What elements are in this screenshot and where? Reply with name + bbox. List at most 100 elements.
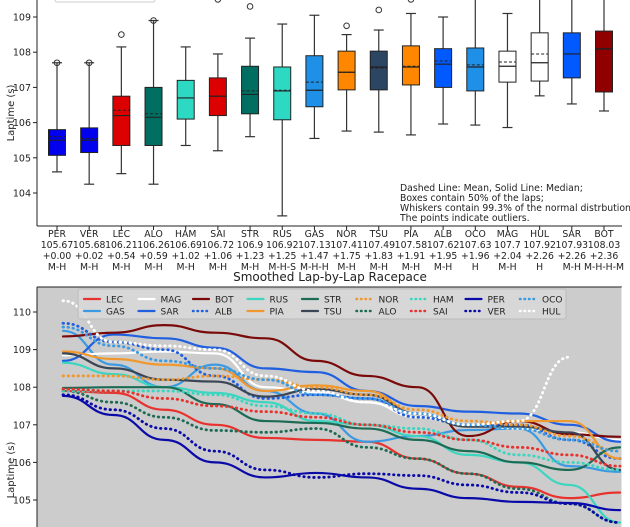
legend-label: VER [488,308,506,318]
x-tick-gap: +0.02 [75,251,104,262]
series-line-per [61,394,622,512]
y-tick-label: 109 [13,13,31,24]
x-tick-name: OCO [465,229,486,240]
x-tick-mean: 106.72 [202,240,235,251]
legend-label: ALB [215,308,232,318]
x-tick-gap: +1.06 [204,251,233,262]
boxplot-annotation: Dashed Line: Mean, Solid Line: Median; B… [399,183,630,224]
box-pia [401,0,420,136]
x-tick-gap: +1.47 [300,251,329,262]
y-tick-label: 108 [13,48,31,59]
x-tick-tyres: M-H [48,262,66,273]
box-bot [595,0,613,112]
outlier-point [407,0,415,3]
y-tick-label: 110 [13,308,31,319]
x-tick-mean: 106.69 [169,240,202,251]
x-tick-mean: 107.13 [298,240,331,251]
x-tick-gap: +1.96 [461,251,490,262]
y-tick-label: 107 [13,83,31,94]
x-tick-tyres: M-H [209,262,227,273]
legend-item-sai: SAI [409,308,448,318]
x-tick-mean: 105.68 [73,240,106,251]
racepace-line-chart: Smoothed Lap-by-Lap Racepace Laptime (s)… [6,270,623,527]
legend-item-bot: BOT [191,296,234,306]
x-tick-mean: 107.41 [330,240,363,251]
x-tick-label: SAI 106.72 +1.06 M-H [202,229,235,273]
y-tick-label: 104 [13,189,31,200]
legend-item-ham: HAM [409,296,454,306]
x-tick-name: GAS [305,229,325,240]
x-tick-name: PIA [404,229,419,240]
legend-item-gas: GAS [82,308,125,318]
outlier-point [150,17,157,24]
x-tick-name: ALB [434,229,452,240]
legend-label: PER [488,296,505,306]
x-tick-gap: +0.54 [107,251,136,262]
legend-label: RUS [270,296,289,306]
y-tick-label: 106 [13,458,31,469]
x-tick-gap: +0.00 [43,251,72,262]
box-tsu [369,6,388,133]
x-tick-gap: +1.91 [397,251,426,262]
x-tick-label: VER 105.68 +0.02 M-H [73,229,106,273]
x-tick-name: HAM [175,229,196,240]
box [466,47,485,92]
x-tick-name: MAG [497,229,518,240]
legend-item-pia: PIA [246,308,285,318]
x-tick-label: PIA 107.58 +1.91 M-H [395,229,428,273]
box-oco [466,0,485,126]
box-ham [176,46,195,147]
x-tick-tyres: H [472,262,479,273]
box [112,95,131,146]
legend-item-sar: SAR [137,308,179,318]
box-mag [498,12,517,129]
x-tick-label: NOR 107.41 +1.75 M-H [330,229,363,273]
series-line-oco [61,325,622,453]
legend-item-hul: HUL [518,308,560,318]
x-tick-name: VER [80,229,99,240]
x-tick-label: MAG 107.7 +2.04 M-H [493,229,522,273]
legend-label: HAM [433,296,454,306]
legend-item-tsu: TSU [300,308,342,318]
legend-label: LEC [106,296,123,306]
x-tick-mean: 107.62 [427,240,460,251]
x-tick-gap: +1.25 [268,251,297,262]
series-line-lec [61,389,622,500]
y-tick-label: 105 [13,496,31,507]
x-tick-tyres: M-H [563,262,581,273]
x-tick-gap: +2.26 [558,251,587,262]
box-sai [208,0,227,152]
x-tick-tyres: M-H [144,262,162,273]
box [273,66,292,121]
legend-item-per: PER [464,296,505,306]
box [401,45,420,86]
legend-item-alb: ALB [191,308,232,318]
x-tick-label: GAS 107.13 +1.47 M-H-H [298,229,331,273]
outlier-point [375,6,383,14]
x-tick-name: LEC [113,229,131,240]
x-tick-tyres: M-H-S [268,262,296,273]
x-tick-name: TSU [369,229,388,240]
box [369,50,388,91]
x-tick-mean: 107.7 [494,240,521,251]
laptime-boxplot: Laptime (s) 104 105 106 107 108 109 PER 105.67… [6,0,630,273]
legend-label: OCO [542,296,562,306]
box-rus [273,23,292,217]
box-alo [144,17,163,185]
legend-label: STR [324,296,341,306]
legend-item-alo: ALO [355,308,396,318]
x-tick-name: SAR [562,229,581,240]
box [305,55,324,108]
x-tick-label: ALO 106.26 +0.59 M-H [137,229,170,273]
series-line-sai [61,387,622,468]
x-tick-label: LEC 106.21 +0.54 M-H [105,229,138,273]
x-tick-name: HUL [530,229,550,240]
y-tick-label: 106 [13,118,31,129]
box-alb [434,16,453,125]
series-line-hul [61,299,571,427]
boxplot-y-axis-label: Laptime (s) [6,84,17,141]
x-tick-tyres: M-H [241,262,259,273]
x-tick-tyres: M-H [370,262,388,273]
x-tick-label: STR 106.9 +1.23 M-H [236,229,265,273]
